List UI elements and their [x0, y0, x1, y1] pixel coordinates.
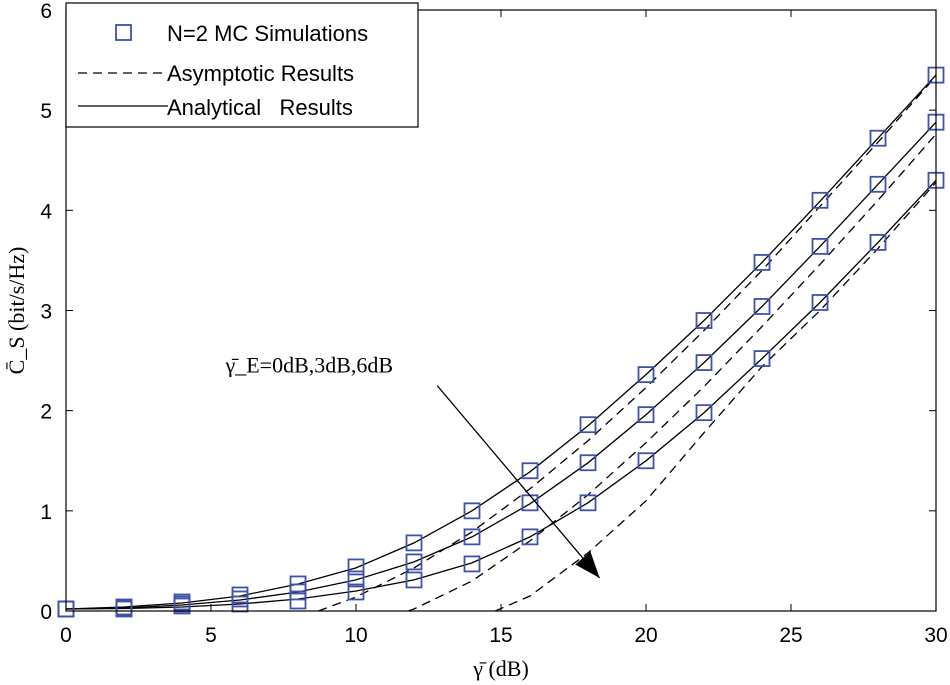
x-tick-label: 0 — [60, 624, 72, 647]
legend: N=2 MC Simulations Asymptotic Results An… — [65, 2, 419, 128]
asymptotic-series-line — [494, 181, 937, 612]
data-point-marker — [753, 298, 771, 315]
analytical-series-line — [65, 74, 937, 610]
y-tick-label: 2 — [40, 401, 52, 424]
asymptotic-series-line — [318, 75, 937, 612]
annotation-arrow — [436, 385, 601, 579]
data-point-marker — [637, 406, 655, 424]
data-point-marker — [811, 191, 829, 209]
data-point-marker — [521, 462, 539, 480]
data-point-marker — [521, 528, 539, 546]
x-tick-label: 30 — [924, 624, 947, 647]
data-point-marker — [289, 592, 307, 610]
data-point-marker — [637, 452, 655, 470]
annotation-arrow-shaft — [436, 385, 601, 579]
legend-marker-square — [115, 24, 132, 41]
data-point-marker — [173, 597, 191, 615]
data-point-marker — [347, 583, 365, 601]
data-point-marker — [405, 534, 423, 552]
data-point-marker — [869, 175, 887, 193]
plot-area — [57, 66, 945, 618]
axis-ticks: 0 5 10 15 20 25 30 0 1 2 3 4 5 6 — [40, 0, 947, 647]
x-tick-label: 10 — [344, 624, 367, 647]
analytical-series-line — [65, 179, 937, 610]
legend-label-simulations: N=2 MC Simulations — [167, 21, 368, 46]
y-tick-label: 3 — [40, 301, 52, 324]
data-point-marker — [695, 312, 713, 329]
y-tick-label: 6 — [40, 0, 52, 23]
data-point-marker — [869, 129, 887, 147]
data-point-marker — [579, 494, 597, 512]
annotation-text: γ̄_E=0dB,3dB,6dB — [225, 353, 394, 378]
data-point-marker — [695, 354, 713, 371]
data-point-marker — [753, 350, 771, 367]
data-point-marker — [579, 416, 597, 434]
data-point-marker — [405, 571, 423, 589]
data-point-marker — [521, 494, 539, 512]
data-point-marker — [115, 600, 133, 618]
x-tick-label: 25 — [779, 624, 802, 647]
legend-label-asymptotic: Asymptotic Results — [167, 61, 354, 86]
data-point-marker — [347, 558, 365, 576]
legend-label-analytical: Analytical Results — [167, 95, 353, 120]
data-point-marker — [579, 454, 597, 472]
annotation-arrow-head — [575, 551, 600, 578]
x-tick-label: 20 — [634, 624, 657, 647]
data-point-marker — [289, 583, 307, 601]
data-point-marker — [869, 233, 887, 251]
x-axis-label: γ̄ (dB) — [472, 656, 529, 681]
data-point-marker — [463, 528, 481, 546]
x-tick-label: 5 — [205, 624, 217, 647]
data-point-marker — [637, 366, 655, 384]
y-tick-label: 5 — [40, 100, 52, 123]
data-point-marker — [405, 553, 423, 571]
x-tick-label: 15 — [489, 624, 512, 647]
data-point-marker — [695, 404, 713, 422]
asymptotic-series-line — [407, 133, 937, 612]
data-point-marker — [347, 570, 365, 588]
y-axis-label: C̄_S (bit/s/Hz) — [4, 247, 29, 375]
data-point-marker — [753, 254, 771, 271]
data-point-marker — [811, 294, 829, 311]
y-tick-label: 4 — [40, 200, 52, 223]
data-point-marker — [463, 502, 481, 520]
y-tick-label: 1 — [40, 501, 52, 524]
y-tick-label: 0 — [40, 601, 52, 624]
data-point-marker — [463, 555, 481, 573]
data-point-marker — [811, 237, 829, 255]
analytical-series-line — [65, 121, 937, 610]
